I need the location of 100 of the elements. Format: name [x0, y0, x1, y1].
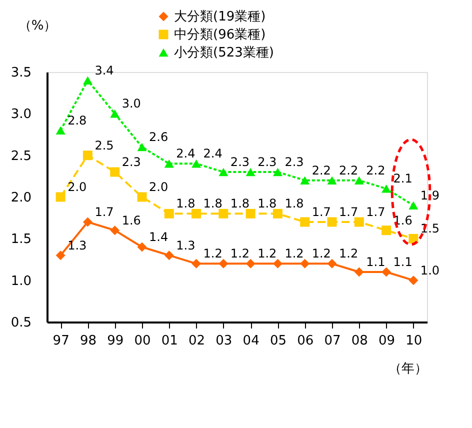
- data-label: 1.8: [284, 196, 304, 211]
- data-label: 2.6: [149, 130, 168, 144]
- point: [56, 126, 66, 134]
- data-label: 2.5: [94, 138, 114, 152]
- data-label: 1.2: [230, 246, 250, 261]
- legend-label: 大分類(19業種): [174, 10, 266, 24]
- legend-label: 中分類(96業種): [174, 28, 266, 42]
- legend-label: 小分類(523業種): [174, 46, 274, 60]
- point: [327, 176, 337, 184]
- data-label: 1.1: [366, 255, 386, 269]
- point: [354, 267, 364, 277]
- x-tick-label: 00: [134, 334, 151, 348]
- x-tick-label: 06: [297, 334, 314, 348]
- point: [382, 184, 392, 193]
- data-label: 1.9: [420, 188, 440, 202]
- point: [382, 226, 392, 236]
- y-axis-title: （%）: [18, 18, 57, 34]
- data-label: 1.6: [122, 213, 141, 228]
- data-label: 1.7: [312, 205, 331, 219]
- point: [272, 168, 282, 176]
- point: [82, 217, 92, 227]
- x-tick-label: 97: [52, 334, 70, 348]
- point: [110, 110, 120, 118]
- data-label: 1.8: [176, 196, 196, 211]
- point: [354, 217, 364, 227]
- point: [56, 250, 66, 260]
- data-label: 1.7: [94, 205, 114, 219]
- data-label: 2.4: [176, 146, 196, 161]
- data-label: 2.4: [203, 146, 222, 161]
- point: [218, 168, 228, 176]
- point: [246, 208, 256, 218]
- data-label: 2.2: [312, 163, 331, 178]
- point: [192, 258, 202, 268]
- data-label: 1.8: [203, 196, 222, 211]
- x-tick-label: 05: [270, 334, 286, 348]
- x-tick-label: 03: [216, 334, 232, 348]
- data-label: 2.3: [284, 155, 304, 169]
- data-label: 1.0: [420, 263, 440, 278]
- point: [300, 258, 310, 268]
- data-label: 1.2: [284, 246, 304, 261]
- x-tick-label: 04: [242, 334, 260, 348]
- data-label: 2.2: [366, 163, 386, 178]
- point: [246, 258, 256, 268]
- point: [110, 226, 120, 236]
- point: [192, 160, 202, 168]
- data-label: 2.3: [230, 155, 250, 169]
- data-label: 3.4: [94, 63, 114, 78]
- point: [354, 176, 364, 184]
- point: [137, 192, 147, 202]
- data-label: 1.1: [393, 255, 412, 269]
- data-label: 2.3: [122, 155, 141, 169]
- point: [82, 76, 92, 84]
- point: [82, 150, 92, 160]
- data-label: 1.2: [339, 246, 358, 261]
- x-tick-label: 07: [324, 334, 341, 348]
- data-label: 1.4: [149, 230, 168, 244]
- point: [408, 234, 418, 244]
- x-tick-label: 99: [107, 334, 124, 348]
- y-tick-label: 1.0: [10, 274, 32, 289]
- point: [137, 142, 147, 152]
- point: [164, 250, 174, 260]
- data-label: 1.2: [258, 246, 277, 261]
- x-tick-label: 08: [351, 334, 368, 348]
- data-label: 1.2: [312, 246, 331, 261]
- data-label: 1.3: [68, 238, 87, 252]
- y-tick-label: 2.0: [10, 190, 32, 206]
- point: [408, 276, 418, 286]
- x-tick-label: 09: [378, 334, 396, 348]
- y-tick-label: 3.5: [10, 66, 32, 80]
- y-tick-label: 3.0: [10, 107, 32, 122]
- point: [300, 217, 310, 227]
- y-tick-label: 0.5: [10, 316, 32, 330]
- point: [246, 168, 256, 176]
- point: [272, 208, 282, 218]
- point: [382, 267, 392, 277]
- x-axis-title: （年）: [388, 362, 428, 376]
- x-tick-label: 01: [161, 334, 178, 348]
- point: [327, 258, 337, 268]
- point: [164, 160, 174, 168]
- data-label: 2.1: [393, 172, 412, 186]
- point: [408, 201, 418, 210]
- data-label: 2.0: [149, 180, 168, 194]
- y-tick-label: 2.5: [10, 148, 32, 164]
- x-tick-label: 10: [406, 334, 422, 348]
- data-label: 1.8: [230, 196, 250, 211]
- data-label: 3.0: [122, 96, 141, 111]
- data-label: 1.7: [366, 205, 386, 219]
- x-tick-label: 98: [80, 334, 96, 348]
- point: [218, 208, 228, 218]
- data-label: 1.3: [176, 238, 196, 252]
- point: [327, 217, 337, 227]
- data-label: 2.8: [68, 113, 87, 128]
- point: [110, 167, 120, 177]
- point: [137, 242, 147, 252]
- point: [218, 258, 228, 268]
- data-label: 2.2: [339, 163, 358, 178]
- data-label: 1.2: [203, 246, 222, 261]
- data-label: 1.7: [339, 205, 358, 219]
- data-label: 2.0: [68, 180, 87, 194]
- point: [56, 192, 66, 202]
